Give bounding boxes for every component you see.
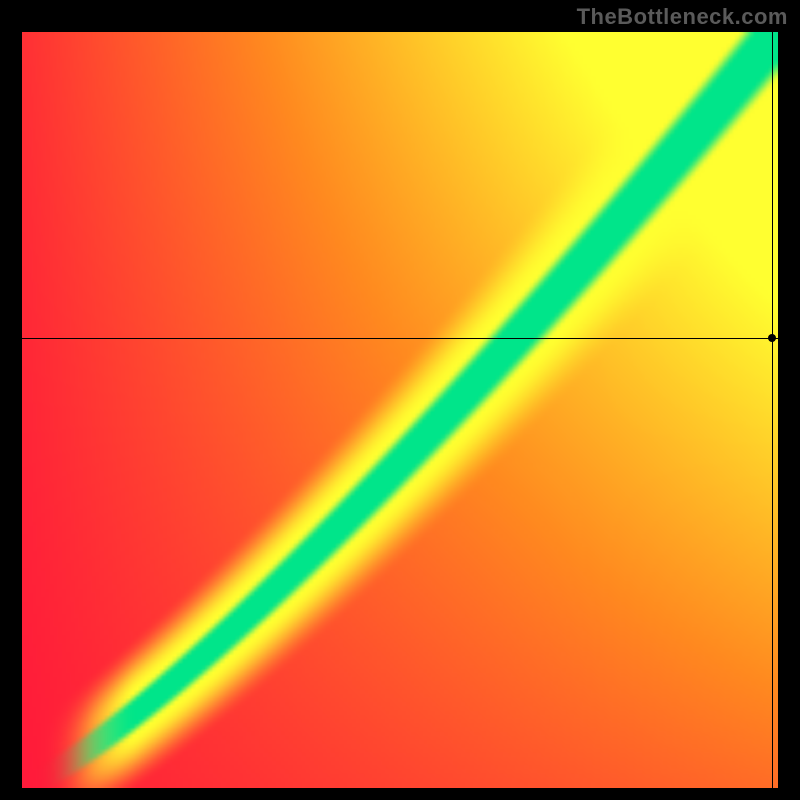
crosshair-vertical — [772, 32, 773, 788]
crosshair-horizontal — [22, 338, 778, 339]
watermark-label: TheBottleneck.com — [577, 4, 788, 30]
bottleneck-heatmap — [22, 32, 778, 788]
marker-dot — [768, 334, 776, 342]
